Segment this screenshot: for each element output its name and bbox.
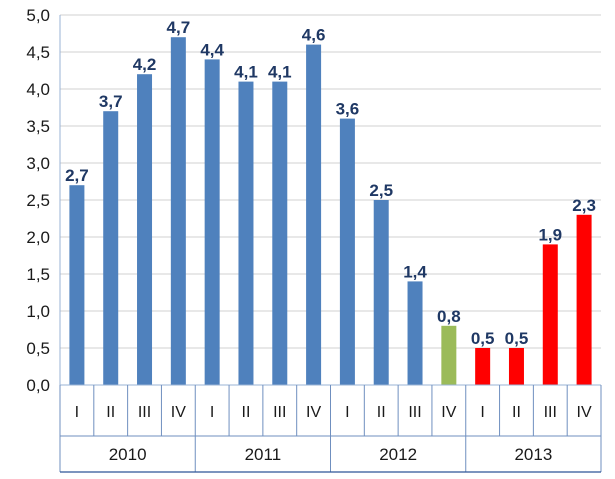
group-label: 2010 bbox=[109, 445, 147, 464]
x-tick-label: IV bbox=[577, 404, 592, 421]
x-tick-label: I bbox=[345, 404, 349, 421]
y-tick-label: 1,0 bbox=[26, 302, 50, 321]
group-label: 2012 bbox=[379, 445, 417, 464]
data-label: 1,4 bbox=[403, 262, 427, 281]
bar bbox=[508, 348, 524, 385]
x-tick-label: I bbox=[480, 404, 484, 421]
bar bbox=[576, 214, 592, 385]
y-tick-label: 0,0 bbox=[26, 376, 50, 395]
y-tick-label: 0,5 bbox=[26, 339, 50, 358]
data-label: 0,8 bbox=[437, 307, 461, 326]
y-axis: 0,0 0,5 1,0 1,5 2,0 2,5 3,0 3,5 4,0 4,5 5,0 bbox=[26, 6, 61, 395]
y-tick-label: 4,5 bbox=[26, 43, 50, 62]
bar bbox=[170, 37, 186, 385]
x-tick-label: IV bbox=[441, 404, 456, 421]
y-tick-label: 3,5 bbox=[26, 117, 50, 136]
bars bbox=[69, 37, 592, 386]
data-label: 2,5 bbox=[369, 181, 393, 200]
x-tick-label: II bbox=[377, 404, 386, 421]
y-tick-label: 5,0 bbox=[26, 6, 50, 25]
y-tick-label: 2,0 bbox=[26, 228, 50, 247]
data-label: 3,7 bbox=[99, 92, 123, 111]
bar bbox=[339, 118, 355, 385]
x-tick-label: I bbox=[210, 404, 214, 421]
x-tick-label: II bbox=[106, 404, 115, 421]
data-label: 2,3 bbox=[572, 196, 596, 215]
bar bbox=[137, 74, 153, 385]
x-tick-label: IV bbox=[306, 404, 321, 421]
x-tick-label: III bbox=[273, 404, 286, 421]
x-tick-label: III bbox=[138, 404, 151, 421]
x-tick-label: II bbox=[242, 404, 251, 421]
x-tick-label: I bbox=[75, 404, 79, 421]
x-tick-label: III bbox=[544, 404, 557, 421]
data-label: 4,1 bbox=[234, 63, 258, 82]
bar bbox=[441, 325, 457, 385]
bar bbox=[69, 185, 85, 385]
data-label: 4,7 bbox=[167, 18, 191, 37]
data-labels: 2,7 3,7 4,2 4,7 4,4 4,1 4,1 4,6 3,6 2,5 1,4 0,8 0,5 0… bbox=[65, 18, 596, 348]
bar bbox=[542, 244, 558, 385]
data-label: 4,2 bbox=[133, 55, 157, 74]
data-label: 3,6 bbox=[336, 100, 360, 119]
bar bbox=[238, 81, 254, 385]
x-tick-label: II bbox=[512, 404, 521, 421]
data-label: 4,6 bbox=[302, 26, 326, 45]
y-tick-label: 4,0 bbox=[26, 80, 50, 99]
data-label: 0,5 bbox=[505, 329, 529, 348]
y-tick-label: 1,5 bbox=[26, 265, 50, 284]
bar bbox=[475, 348, 491, 385]
bar bbox=[306, 44, 322, 385]
x-tick-label: III bbox=[408, 404, 421, 421]
data-label: 2,7 bbox=[65, 166, 89, 185]
bar bbox=[204, 59, 220, 386]
y-tick-label: 3,0 bbox=[26, 154, 50, 173]
group-label: 2011 bbox=[245, 445, 282, 464]
data-label: 4,1 bbox=[268, 63, 292, 82]
x-tick-label: IV bbox=[171, 404, 186, 421]
data-label: 0,5 bbox=[471, 329, 495, 348]
bar bbox=[373, 200, 389, 385]
data-label: 1,9 bbox=[538, 225, 562, 244]
data-label: 4,4 bbox=[200, 40, 224, 59]
y-tick-label: 2,5 bbox=[26, 191, 50, 210]
bar bbox=[407, 281, 423, 385]
bar bbox=[272, 81, 288, 385]
group-label: 2013 bbox=[514, 445, 552, 464]
bar bbox=[103, 111, 119, 385]
